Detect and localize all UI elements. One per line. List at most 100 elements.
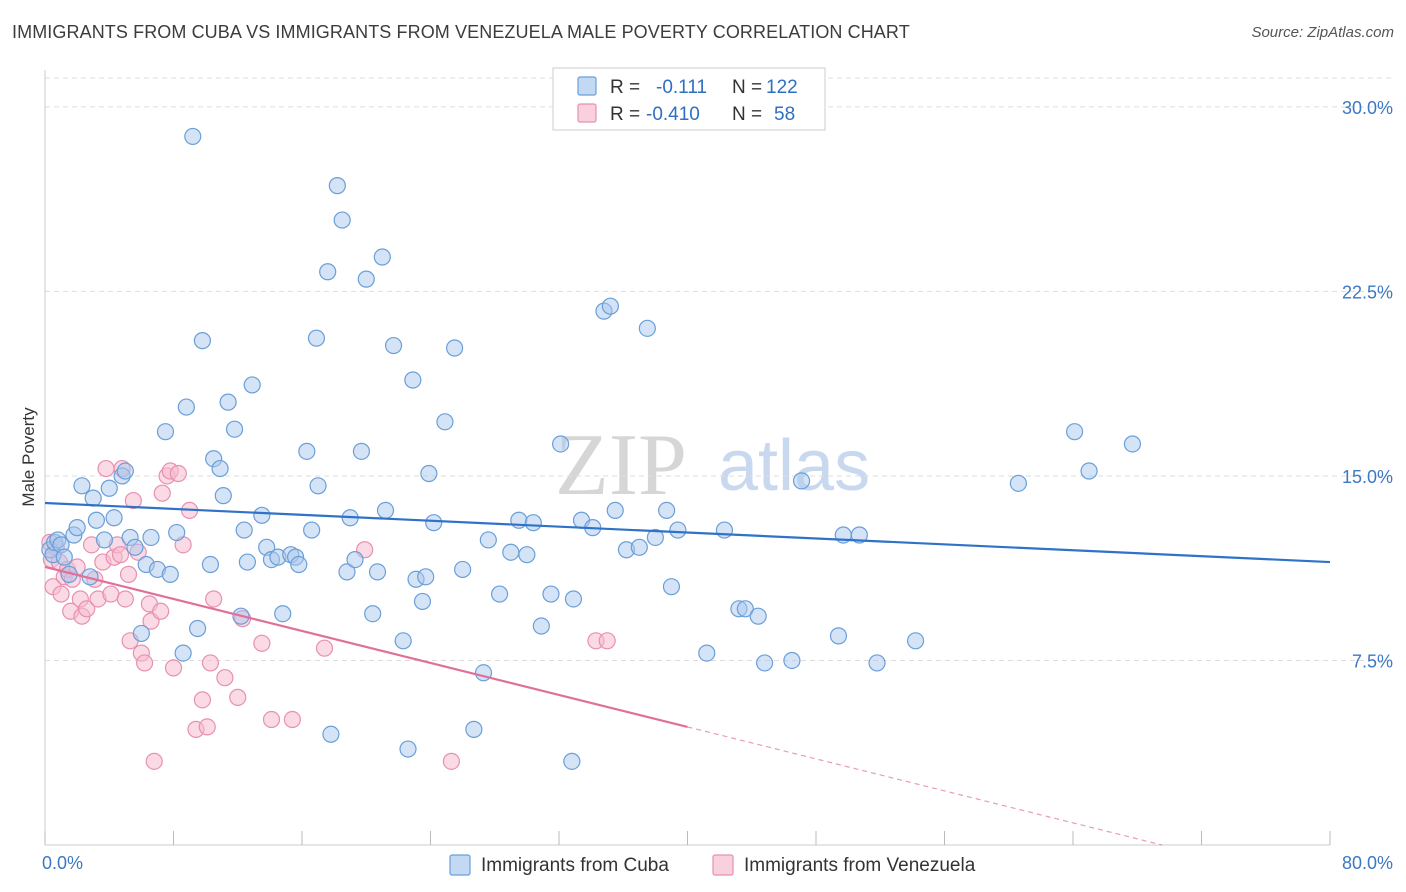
cuba-point (303, 521, 321, 539)
cuba-point (436, 413, 454, 431)
venezuela-point (164, 659, 183, 677)
cuba-point (322, 725, 340, 743)
cuba-point (755, 654, 774, 672)
cuba-point (184, 127, 202, 146)
cuba-point (364, 605, 382, 623)
y-tick-label: 30.0% (1342, 98, 1393, 118)
cuba-point (95, 531, 114, 549)
venezuela-trend-line (44, 565, 688, 728)
cuba-point (100, 479, 118, 497)
cuba-point (1123, 435, 1142, 453)
cuba-point (219, 393, 237, 411)
cuba-point (564, 590, 583, 608)
venezuela-point (253, 634, 271, 652)
venezuela-point (283, 710, 301, 729)
cuba-point (307, 329, 326, 347)
cuba-point (465, 720, 483, 738)
cuba-point (235, 521, 253, 539)
cuba-point (328, 177, 346, 195)
cuba-point (792, 472, 811, 490)
venezuela-point (119, 565, 138, 583)
venezuela-point (102, 585, 120, 603)
cuba-point (868, 654, 886, 672)
bottom-legend-cuba: Immigrants from Cuba (481, 855, 669, 876)
cuba-point (201, 555, 220, 574)
grid-lines (45, 77, 1393, 661)
cuba-point (906, 632, 925, 650)
venezuela-point (262, 710, 281, 729)
cuba-point (425, 514, 443, 532)
venezuela-point (315, 639, 334, 657)
cuba-point (174, 644, 192, 662)
cuba-point (662, 578, 681, 596)
cuba-point (420, 464, 438, 483)
cuba-point (736, 600, 754, 618)
cuba-point (394, 632, 412, 650)
legend-r-value-cuba: -0.111 (656, 77, 707, 98)
venezuela-point (598, 632, 616, 650)
cuba-point (502, 543, 520, 561)
cuba-point (87, 511, 106, 529)
cuba-point (1080, 462, 1098, 480)
cuba-point (68, 519, 86, 537)
venezuela-point (97, 459, 115, 478)
venezuela-point (169, 464, 187, 483)
cuba-point (532, 617, 550, 635)
cuba-point (518, 546, 536, 564)
cuba-point (658, 501, 676, 519)
bottom-legend-swatch-cuba (449, 854, 471, 876)
legend-n-value-cuba: 122 (766, 77, 798, 98)
cuba-trend-line (44, 501, 1331, 564)
venezuela-point (124, 491, 142, 510)
cuba-point (105, 509, 123, 527)
venezuela-point (229, 688, 247, 706)
cuba-point (333, 211, 351, 229)
venezuela-point (205, 590, 223, 608)
legend-box (552, 67, 826, 131)
x-tick-label-max: 80.0% (1342, 853, 1393, 873)
cuba-point (290, 555, 308, 574)
cuba-point (606, 501, 624, 519)
cuba-point (638, 319, 656, 337)
cuba-point (142, 528, 160, 547)
cuba-point (156, 423, 175, 441)
cuba-point (132, 624, 150, 643)
cuba-point (84, 489, 102, 507)
venezuela-point (152, 602, 170, 620)
cuba-point (193, 332, 212, 350)
venezuela-point (78, 600, 96, 618)
venezuela-point (153, 484, 171, 502)
legend-swatch-cuba (577, 76, 597, 96)
legend-swatch-venezuela (577, 103, 597, 123)
venezuela-point (442, 752, 460, 770)
venezuela-point (52, 585, 70, 603)
cuba-point (413, 592, 432, 611)
y-axis-title: Male Poverty (19, 407, 38, 507)
venezuela-point (198, 718, 216, 736)
cuba-point (161, 565, 179, 583)
watermark-atlas: atlas (718, 426, 870, 506)
legend-n-value-venezuela: 58 (774, 104, 795, 125)
cuba-point (783, 651, 801, 670)
cuba-point (238, 553, 256, 571)
cuba-point (445, 339, 464, 357)
cuba-point (490, 585, 509, 603)
venezuela-point (216, 669, 234, 687)
cuba-point (352, 442, 371, 460)
cuba-point (552, 435, 570, 453)
cuba-point (1066, 423, 1084, 441)
cuba-point (243, 376, 261, 394)
legend-r-value-venezuela: -0.410 (646, 104, 700, 125)
venezuela-point (111, 546, 130, 564)
cuba-point (829, 627, 848, 645)
cuba-point (253, 506, 271, 524)
cuba-point (177, 398, 195, 416)
cuba-point (274, 605, 292, 623)
venezuela-point (135, 654, 154, 672)
cuba-point (357, 270, 375, 288)
cuba-point (698, 644, 716, 662)
cuba-point (630, 538, 648, 556)
cuba-point (749, 607, 767, 625)
cuba-point (298, 442, 316, 460)
bottom-legend-venezuela: Immigrants from Venezuela (744, 855, 976, 876)
